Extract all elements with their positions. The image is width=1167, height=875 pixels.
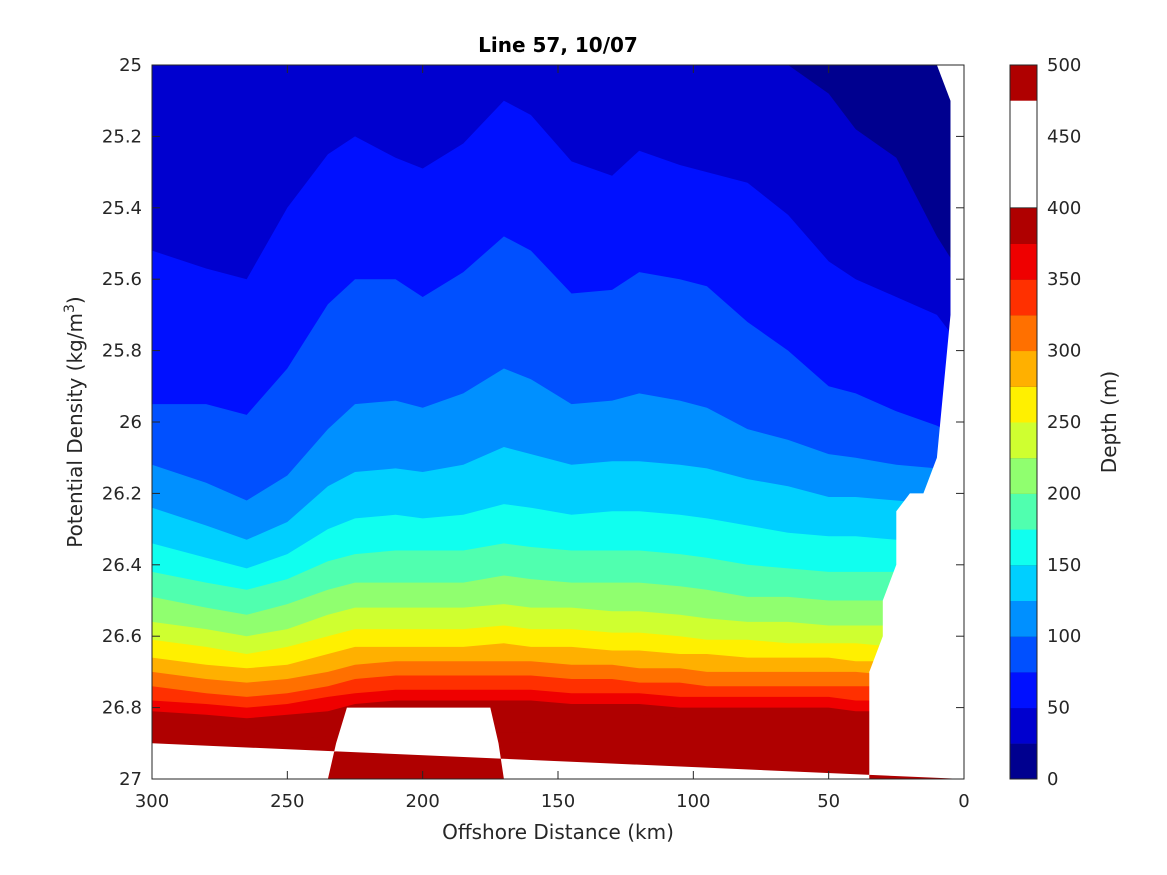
y-axis-label-superscript: 3	[62, 304, 78, 313]
colorbar-swatch	[1010, 636, 1037, 673]
colorbar-tick-label: 200	[1047, 483, 1081, 504]
colorbar-tick-label: 450	[1047, 126, 1081, 147]
colorbar-swatch	[1010, 493, 1037, 530]
x-tick-label: 250	[270, 791, 304, 812]
colorbar-tick-label: 300	[1047, 341, 1081, 362]
colorbar-swatch	[1010, 564, 1037, 601]
y-tick-label: 25.8	[102, 341, 142, 362]
x-tick-label: 150	[541, 791, 575, 812]
y-tick-label: 25.6	[102, 269, 142, 290]
colorbar-tick-label: 250	[1047, 412, 1081, 433]
colorbar-tick-label: 50	[1047, 698, 1070, 719]
x-tick-label: 0	[958, 791, 969, 812]
y-axis-label-main: Potential Density (kg/m	[63, 313, 87, 548]
chart-title: Line 57, 10/07	[478, 33, 638, 57]
y-tick-label: 26.8	[102, 698, 142, 719]
x-axis: 300 250 200 150 100 50 0	[135, 65, 970, 812]
y-tick-label: 26.6	[102, 626, 142, 647]
y-tick-label: 25.4	[102, 198, 142, 219]
colorbar-tick-label: 500	[1047, 55, 1081, 76]
colorbar: 0 50 100 150 200 250 300 350 400 450 500	[1010, 55, 1081, 790]
y-tick-label: 26.2	[102, 483, 142, 504]
colorbar-tick-label: 0	[1047, 769, 1058, 790]
colorbar-swatch	[1010, 314, 1037, 352]
colorbar-swatch	[1010, 707, 1037, 744]
colorbar-swatch	[1010, 671, 1037, 709]
y-tick-label: 27	[119, 769, 142, 790]
y-axis: 25 25.2 25.4 25.6 25.8 26 26.2 26.4 26.6 26.8 27	[102, 55, 964, 790]
x-tick-label: 50	[817, 791, 840, 812]
no-data-region	[936, 65, 964, 137]
colorbar-swatch	[1010, 207, 1037, 244]
y-tick-label: 25	[119, 55, 142, 76]
colorbar-swatch	[1010, 243, 1037, 280]
colorbar-swatch	[1010, 422, 1037, 459]
x-tick-label: 100	[676, 791, 710, 812]
y-axis-label: Potential Density (kg/m3)	[62, 296, 87, 547]
colorbar-label: Depth (m)	[1097, 371, 1121, 473]
y-tick-label: 26	[119, 412, 142, 433]
x-tick-label: 200	[405, 791, 439, 812]
colorbar-swatch	[1010, 600, 1037, 637]
colorbar-tick-label: 350	[1047, 269, 1081, 290]
colorbar-frame	[1009, 64, 1038, 780]
x-tick-label: 300	[135, 791, 169, 812]
colorbar-tick-label: 100	[1047, 626, 1081, 647]
y-tick-label: 26.4	[102, 555, 142, 576]
y-axis-label-close: )	[63, 296, 87, 304]
colorbar-swatch	[1010, 529, 1037, 566]
colorbar-swatch	[1010, 457, 1037, 494]
y-tick-label: 25.2	[102, 126, 142, 147]
contour-fill-layer	[152, 65, 964, 779]
colorbar-swatch	[1010, 279, 1037, 316]
x-axis-label: Offshore Distance (km)	[442, 820, 674, 844]
colorbar-swatch	[1010, 350, 1037, 387]
colorbar-tick-label: 400	[1047, 198, 1081, 219]
no-data-region	[152, 65, 964, 779]
colorbar-swatch	[1010, 386, 1037, 423]
colorbar-swatch	[1010, 65, 1037, 101]
colorbar-swatch	[1010, 743, 1037, 780]
colorbar-tick-label: 150	[1047, 555, 1081, 576]
